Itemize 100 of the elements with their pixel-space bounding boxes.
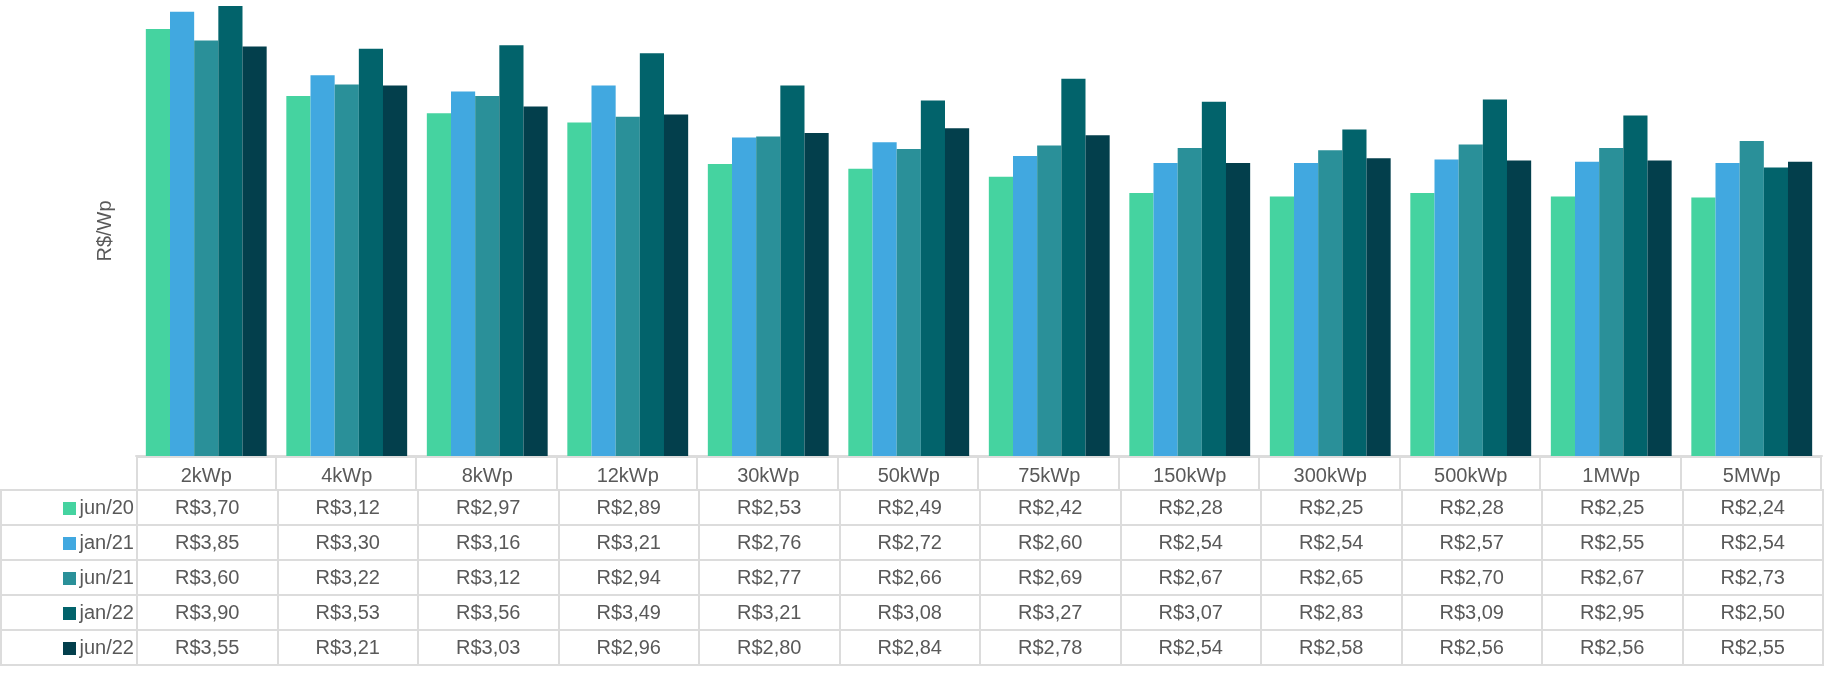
bar xyxy=(1788,161,1813,456)
data-label: R$3,70 xyxy=(137,490,278,525)
bar xyxy=(475,96,500,456)
data-label: R$3,21 xyxy=(558,525,699,560)
data-label: R$3,21 xyxy=(277,630,418,665)
bar xyxy=(499,45,524,456)
data-label: R$3,03 xyxy=(418,630,559,665)
data-label: R$2,73 xyxy=(1682,560,1823,595)
data-label: R$2,77 xyxy=(699,560,840,595)
data-label: R$2,65 xyxy=(1261,560,1402,595)
bar xyxy=(1410,192,1435,456)
bar xyxy=(383,85,408,456)
bar xyxy=(591,85,616,456)
data-label: R$2,78 xyxy=(980,630,1121,665)
y-axis-title: R$/Wp xyxy=(93,200,115,262)
bar xyxy=(1177,147,1202,456)
data-label: R$2,76 xyxy=(699,525,840,560)
data-label: R$3,55 xyxy=(137,630,278,665)
data-label: R$2,24 xyxy=(1682,490,1823,525)
data-label: R$2,55 xyxy=(1542,525,1683,560)
data-label: R$2,54 xyxy=(1261,525,1402,560)
x-tick-label: 2kWp xyxy=(180,464,232,486)
legend-label: jan/21 xyxy=(79,531,134,554)
x-tick-label: 50kWp xyxy=(877,464,940,486)
bar xyxy=(310,75,335,456)
data-label: R$2,70 xyxy=(1401,560,1542,595)
bar xyxy=(426,113,451,456)
x-tick-label: 8kWp xyxy=(461,464,513,486)
legend-label: jan/22 xyxy=(79,601,134,624)
data-label: R$3,09 xyxy=(1401,595,1542,630)
data-label: R$2,95 xyxy=(1542,595,1683,630)
bar xyxy=(1458,144,1483,456)
bar xyxy=(218,6,243,456)
bar xyxy=(1037,145,1062,456)
data-label: R$3,49 xyxy=(558,595,699,630)
data-label: R$3,12 xyxy=(418,560,559,595)
bar xyxy=(920,100,945,456)
data-label: R$2,55 xyxy=(1682,630,1823,665)
bar xyxy=(451,91,476,456)
bar xyxy=(707,164,732,456)
data-label: R$2,72 xyxy=(839,525,980,560)
data-label: R$2,80 xyxy=(699,630,840,665)
bar xyxy=(945,128,970,456)
data-label: R$2,54 xyxy=(1120,630,1261,665)
x-tick-label: 300kWp xyxy=(1293,464,1367,486)
data-label: R$2,94 xyxy=(558,560,699,595)
bar xyxy=(896,149,921,456)
bar xyxy=(780,85,805,456)
bar xyxy=(1153,162,1178,456)
bar xyxy=(1599,147,1624,456)
bar xyxy=(1342,129,1367,456)
bar xyxy=(1507,160,1532,456)
x-tick-label: 30kWp xyxy=(737,464,800,486)
data-label: R$2,58 xyxy=(1261,630,1402,665)
bar xyxy=(1434,159,1459,456)
data-label: R$2,66 xyxy=(839,560,980,595)
data-label: R$2,50 xyxy=(1682,595,1823,630)
data-label: R$2,67 xyxy=(1542,560,1683,595)
bar xyxy=(1013,156,1038,456)
bar xyxy=(170,11,195,456)
data-label: R$3,53 xyxy=(277,595,418,630)
bar xyxy=(848,168,873,456)
bar xyxy=(732,137,757,456)
bar xyxy=(804,132,829,456)
bar xyxy=(756,136,781,456)
data-label: R$3,22 xyxy=(277,560,418,595)
legend-label: jun/20 xyxy=(79,496,134,519)
data-label: R$2,89 xyxy=(558,490,699,525)
legend-label: jun/21 xyxy=(79,566,134,589)
bar xyxy=(988,176,1013,456)
x-tick-label: 1MWp xyxy=(1582,464,1641,486)
data-label: R$3,07 xyxy=(1120,595,1261,630)
data-label: R$2,57 xyxy=(1401,525,1542,560)
data-label: R$2,96 xyxy=(558,630,699,665)
bar xyxy=(639,53,664,456)
data-label: R$2,28 xyxy=(1401,490,1542,525)
bar xyxy=(1691,197,1716,456)
bar xyxy=(1623,115,1648,456)
data-label: R$2,49 xyxy=(839,490,980,525)
data-label: R$3,60 xyxy=(137,560,278,595)
bar xyxy=(1366,158,1391,456)
data-label: R$3,85 xyxy=(137,525,278,560)
bar xyxy=(664,114,689,456)
data-label: R$2,25 xyxy=(1261,490,1402,525)
data-label: R$2,56 xyxy=(1401,630,1542,665)
data-label: R$3,90 xyxy=(137,595,278,630)
bar xyxy=(1575,161,1600,456)
bar xyxy=(334,84,359,456)
bar xyxy=(242,46,267,456)
legend-label: jun/22 xyxy=(79,636,134,659)
bar xyxy=(1318,150,1343,456)
data-label: R$2,60 xyxy=(980,525,1121,560)
data-label: R$2,42 xyxy=(980,490,1121,525)
bar xyxy=(194,40,219,456)
bar xyxy=(1269,196,1294,456)
data-label: R$2,84 xyxy=(839,630,980,665)
x-tick-label: 500kWp xyxy=(1434,464,1508,486)
bar xyxy=(1739,141,1764,456)
bar xyxy=(872,142,897,456)
data-label: R$2,56 xyxy=(1542,630,1683,665)
